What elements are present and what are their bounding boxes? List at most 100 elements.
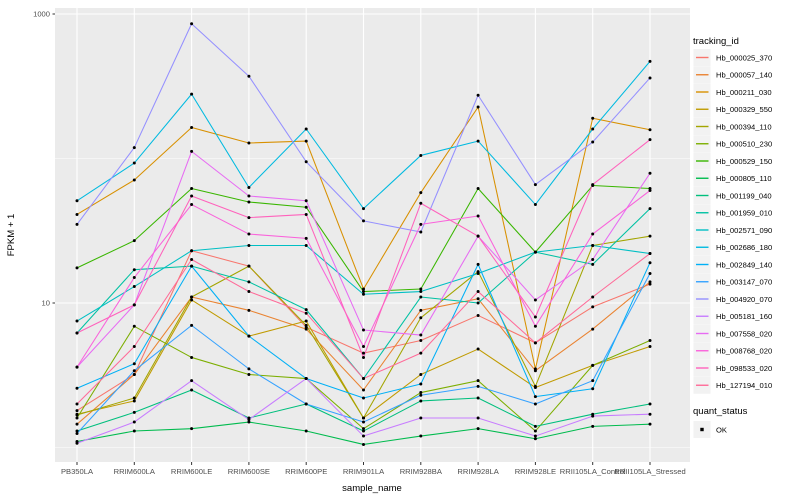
- data-point: [648, 128, 652, 132]
- data-point: [132, 362, 136, 366]
- data-point: [132, 420, 136, 424]
- x-tick-label: RRIM928LA: [457, 467, 499, 476]
- x-tick-label: RRIM600PE: [285, 467, 327, 476]
- legend-item-label: Hb_000394_110: [716, 122, 772, 131]
- legend-quant-status: OK: [693, 421, 727, 438]
- data-point: [648, 339, 652, 343]
- data-point: [648, 76, 652, 80]
- x-tick-label: PB350LA: [61, 467, 94, 476]
- data-point: [75, 422, 79, 426]
- data-point: [362, 442, 365, 446]
- data-point: [304, 139, 308, 143]
- data-point: [190, 379, 194, 383]
- data-point: [190, 427, 194, 431]
- data-point: [591, 363, 595, 367]
- x-tick-label: RRIM600LE: [171, 467, 212, 476]
- data-point: [476, 139, 480, 143]
- data-point: [362, 377, 365, 381]
- data-point: [304, 377, 308, 381]
- legend-item: Hb_000394_110: [693, 118, 772, 135]
- data-point: [362, 290, 365, 294]
- data-point: [190, 149, 194, 153]
- data-point: [476, 297, 480, 301]
- legend-item: Hb_000510_230: [693, 135, 772, 153]
- data-point: [362, 434, 365, 438]
- data-point: [247, 185, 251, 189]
- data-point: [591, 140, 595, 144]
- legend-item: Hb_000025_370: [693, 49, 772, 66]
- data-point: [591, 379, 595, 383]
- data-point: [648, 207, 652, 211]
- data-point: [132, 344, 136, 348]
- data-point: [362, 207, 365, 211]
- data-point: [476, 427, 480, 431]
- x-tick-label: RRIM928LE: [515, 467, 556, 476]
- data-point: [533, 429, 537, 433]
- data-point: [419, 339, 423, 343]
- data-point: [190, 295, 194, 299]
- data-point: [247, 367, 251, 371]
- data-point: [533, 183, 537, 187]
- axes: 10 1000 PB350LA RRIM600LA RRIM600LE RRIM600SE…: [33, 10, 686, 476]
- data-point: [591, 183, 595, 187]
- data-point: [190, 264, 194, 268]
- data-point: [476, 214, 480, 218]
- y-tick-label: 1000: [33, 10, 50, 19]
- data-point: [419, 290, 423, 294]
- data-point: [533, 341, 537, 345]
- data-point: [419, 316, 423, 320]
- data-point: [362, 344, 365, 348]
- legend-item-label: Hb_002686_180: [716, 243, 772, 252]
- data-point: [476, 186, 480, 190]
- legend-item: Hb_007558_020: [693, 325, 772, 342]
- data-point: [304, 327, 308, 331]
- data-point: [75, 429, 79, 433]
- data-point: [132, 373, 136, 377]
- data-point: [362, 219, 365, 223]
- x-tick-label: RRII105LA_Stressed: [614, 467, 685, 476]
- data-point: [247, 420, 251, 424]
- data-point: [476, 234, 480, 238]
- plot-panel: [55, 8, 690, 462]
- panel-background: [55, 8, 690, 462]
- data-point: [591, 258, 595, 262]
- y-axis-title: FPKM + 1: [6, 214, 17, 257]
- data-point: [362, 420, 365, 424]
- data-point: [190, 249, 194, 253]
- data-point: [419, 201, 423, 205]
- legend-item-label: Hb_005181_160: [716, 312, 772, 321]
- legend-item: Hb_004920_070: [693, 290, 772, 308]
- legend-item: Hb_000211_030: [693, 83, 772, 101]
- data-point: [533, 203, 537, 207]
- data-point: [648, 261, 652, 265]
- data-point: [419, 434, 423, 438]
- data-point: [304, 319, 308, 323]
- legend-item: OK: [693, 421, 727, 438]
- data-point: [132, 369, 136, 373]
- data-point: [591, 295, 595, 299]
- data-point: [591, 243, 595, 247]
- x-axis-title: sample_name: [342, 483, 402, 494]
- data-point: [75, 431, 79, 435]
- data-point: [648, 252, 652, 256]
- data-point: [190, 203, 194, 207]
- legend-item-label: Hb_000510_230: [716, 140, 772, 149]
- data-point: [75, 365, 79, 369]
- data-point: [362, 292, 365, 296]
- data-point: [75, 319, 79, 323]
- legend-item: Hb_001199_040: [693, 187, 772, 204]
- data-point: [247, 308, 251, 312]
- data-point: [247, 216, 251, 220]
- data-point: [247, 334, 251, 338]
- data-point: [247, 418, 251, 422]
- x-tick-label: RRIM928BA: [400, 467, 443, 476]
- data-point: [533, 298, 537, 302]
- data-point: [190, 194, 194, 198]
- data-point: [419, 222, 423, 226]
- data-point: [75, 416, 79, 420]
- data-point: [247, 141, 251, 145]
- legend-item-label: Hb_003147_070: [716, 278, 772, 287]
- data-point: [304, 236, 308, 240]
- legend-item: Hb_002849_140: [693, 256, 772, 273]
